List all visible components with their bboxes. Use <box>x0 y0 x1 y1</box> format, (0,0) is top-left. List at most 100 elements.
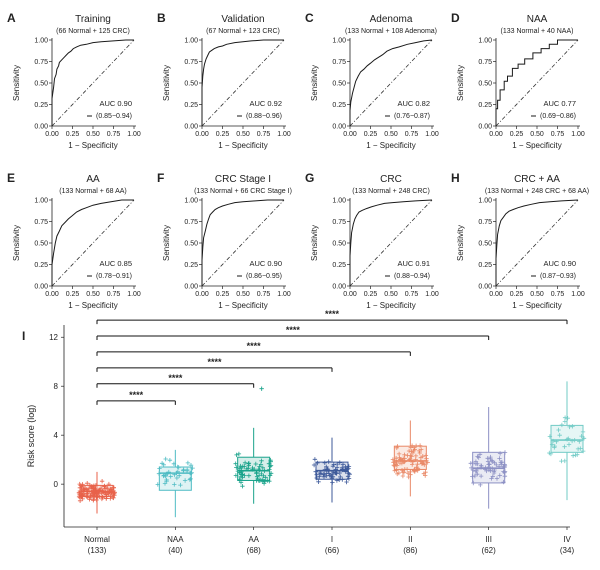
roc-panel-b: B Validation (67 Normal + 123 CRC) 0.000.00… <box>157 11 291 150</box>
data-point <box>111 485 116 490</box>
reference-diagonal <box>495 199 579 287</box>
x-tick-label: 0.25 <box>216 291 230 298</box>
data-point <box>265 478 270 483</box>
y-tick-label: 0.00 <box>332 284 346 291</box>
data-point <box>570 453 576 458</box>
x-tick-label: 0.75 <box>257 291 271 298</box>
data-point <box>262 479 268 484</box>
data-point <box>402 456 407 461</box>
roc-curve <box>51 39 134 126</box>
data-point <box>188 471 193 476</box>
data-point <box>577 439 582 444</box>
data-point <box>233 473 239 478</box>
data-point <box>405 471 411 476</box>
data-point <box>393 456 399 461</box>
data-point <box>418 459 423 464</box>
data-point <box>311 462 317 468</box>
data-point <box>402 452 407 457</box>
group-count-label: (86) <box>403 546 418 555</box>
significance-bracket: **** <box>96 309 568 325</box>
data-point <box>268 459 273 464</box>
data-point <box>257 478 262 483</box>
data-point <box>188 476 193 481</box>
data-point <box>259 471 264 477</box>
data-point <box>259 458 264 463</box>
ci-label: (0.86−0.95) <box>246 273 282 280</box>
group-count-label: (68) <box>247 546 262 555</box>
y-tick-label: 0.00 <box>34 284 48 291</box>
boxplot-panel-I: I 0 4 8 12 Risk score (log) Normal (133) NAA (40)… <box>22 309 587 555</box>
data-point <box>411 448 416 454</box>
x-tick-label: 1.00 <box>571 291 585 298</box>
roc-panel-f: F CRC Stage I (133 Normal + 66 CRC Stage I… <box>157 171 292 310</box>
roc-panel-h: H CRC + AA (133 Normal + 248 CRC + 68 AA) 0… <box>451 171 589 310</box>
x-tick-label: 0.25 <box>364 131 378 138</box>
x-tick-label: 1.00 <box>425 291 439 298</box>
data-point <box>108 496 113 501</box>
data-point <box>334 478 340 483</box>
data-point <box>262 468 267 473</box>
data-point <box>400 473 406 479</box>
box-group-iv: IV (34) <box>547 381 587 555</box>
data-point <box>471 480 476 486</box>
data-point <box>258 462 264 467</box>
data-point <box>254 471 259 476</box>
data-point <box>345 474 351 479</box>
x-tick-label: 1.00 <box>571 131 585 138</box>
data-point <box>267 473 273 478</box>
x-tick-label: Normal <box>84 535 110 544</box>
roc-curve <box>495 199 579 286</box>
data-point <box>575 446 581 452</box>
data-point <box>419 447 424 452</box>
data-point <box>162 481 168 486</box>
data-point <box>237 477 242 482</box>
x-axis-title: 1 − Specificity <box>366 141 416 150</box>
data-point <box>497 473 502 478</box>
data-point <box>187 470 193 476</box>
data-point <box>417 450 422 456</box>
significance-bracket: **** <box>96 373 255 388</box>
data-point <box>344 479 349 485</box>
data-point <box>346 471 351 476</box>
panel-letter: C <box>305 11 314 25</box>
data-point <box>502 450 508 455</box>
data-point <box>190 465 195 471</box>
reference-diagonal <box>51 199 135 287</box>
x-axis-title: 1 − Specificity <box>366 301 416 310</box>
data-point <box>76 490 82 496</box>
y-axis-title: Sensitivity <box>162 65 171 101</box>
x-tick-label: 0.25 <box>66 131 80 138</box>
roc-curve <box>201 199 284 286</box>
x-tick-label: 0.00 <box>489 291 503 298</box>
data-point <box>237 470 242 475</box>
data-point <box>491 469 497 474</box>
data-point <box>408 472 413 477</box>
data-point <box>550 438 556 444</box>
y-axis-title: Sensitivity <box>12 225 21 261</box>
data-point <box>340 462 346 467</box>
data-point <box>475 454 480 459</box>
y-tick-label: 0.75 <box>332 59 346 66</box>
auc-label: AUC 0.90 <box>543 259 576 268</box>
x-tick-label: 0.50 <box>86 291 100 298</box>
data-point <box>477 452 483 457</box>
roc-curve <box>349 39 433 126</box>
auc-label: AUC 0.77 <box>543 99 576 108</box>
y-tick-label: 4 <box>54 431 59 440</box>
data-point <box>77 485 83 490</box>
data-point <box>408 456 413 462</box>
data-point <box>181 468 186 473</box>
x-tick-label: 0.50 <box>236 131 250 138</box>
reference-diagonal <box>201 199 285 287</box>
roc-title: Validation <box>221 14 264 25</box>
box-group-iii: III (62) <box>468 407 508 555</box>
ci-label: (0.88−0.96) <box>246 113 282 120</box>
data-point <box>99 496 105 502</box>
roc-title: Adenoma <box>370 14 413 25</box>
x-tick-label: 1.00 <box>277 131 291 138</box>
data-point <box>345 467 350 472</box>
significance-label: **** <box>325 309 340 319</box>
roc-title: Training <box>75 14 111 25</box>
data-point <box>554 439 559 444</box>
y-tick-label: 1.00 <box>332 38 346 45</box>
